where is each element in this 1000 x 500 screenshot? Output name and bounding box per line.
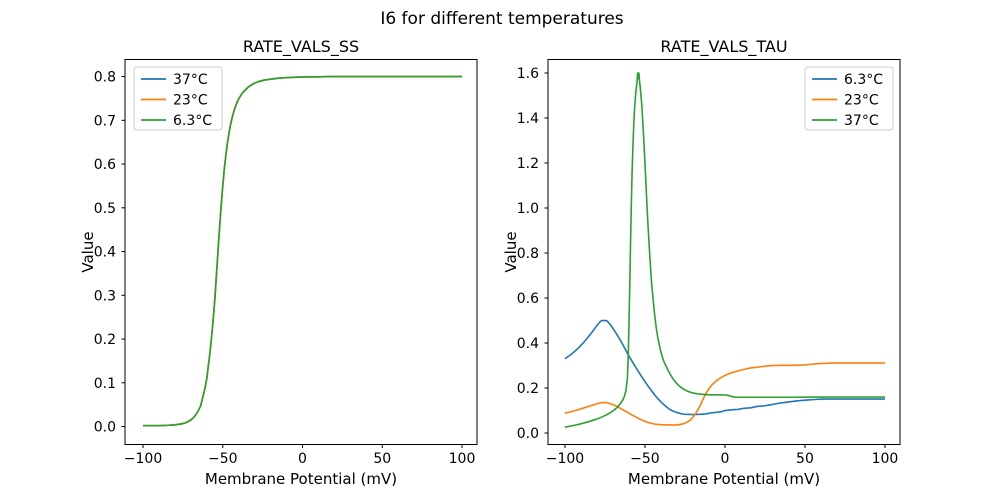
legend-label: 23°C <box>844 93 879 109</box>
x-tick-label: −100 <box>546 451 584 467</box>
legend-label: 23°C <box>173 93 208 109</box>
legend-label: 6.3°C <box>844 72 883 88</box>
x-tick-label: 50 <box>796 451 814 467</box>
x-tick-label: −50 <box>208 451 238 467</box>
right-plot: −100 −50 0 50 100 0.0 0.2 0.4 0.6 0.8 1.0 1.2 1.4 1.6… <box>517 59 901 467</box>
y-tick-label: 1.2 <box>517 156 539 172</box>
y-tick-label: 0.6 <box>94 157 116 173</box>
y-tick-label: 0.0 <box>517 426 539 442</box>
y-tick-label: 1.0 <box>517 201 539 217</box>
y-tick-label: 0.6 <box>517 291 539 307</box>
x-tick-label: 0 <box>298 451 307 467</box>
legend: 37°C 23°C 6.3°C <box>133 66 223 131</box>
series-line-37°C <box>564 72 885 428</box>
y-tick-label: 0.2 <box>517 381 539 397</box>
x-tick-label: 100 <box>449 451 476 467</box>
legend-label: 37°C <box>173 72 208 88</box>
y-tick-label: 0.2 <box>94 332 116 348</box>
right-xaxis-label: Membrane Potential (mV) <box>627 470 821 488</box>
x-tick-label: −50 <box>630 451 660 467</box>
left-plot-title: RATE_VALS_SS <box>242 37 360 56</box>
left-yaxis-label: Value <box>79 231 97 273</box>
legend-box <box>804 66 894 131</box>
y-tick-label: 0.8 <box>517 246 539 262</box>
right-plot-title: RATE_VALS_TAU <box>660 37 788 56</box>
y-tick-label: 1.4 <box>517 111 539 127</box>
x-tick-label: 0 <box>720 451 729 467</box>
y-tick-label: 0.3 <box>94 288 116 304</box>
series-line-6.3°C <box>143 75 463 427</box>
y-tick-label: 0.4 <box>517 336 539 352</box>
left-xaxis-label: Membrane Potential (mV) <box>204 470 398 488</box>
y-tick-label: 0.5 <box>94 201 116 217</box>
legend-label: 37°C <box>844 113 879 129</box>
axes-frame <box>547 59 901 445</box>
x-tick-label: 50 <box>373 451 391 467</box>
x-tick-label: −100 <box>124 451 162 467</box>
y-tick-label: 0.8 <box>94 70 116 86</box>
legend-label: 6.3°C <box>173 113 212 129</box>
series-line-23°C <box>564 362 885 426</box>
y-tick-label: 0.1 <box>94 376 116 392</box>
y-tick-label: 0.0 <box>94 420 116 436</box>
y-tick-label: 1.6 <box>517 66 539 82</box>
axes-frame <box>124 59 478 445</box>
x-tick-label: 100 <box>872 451 899 467</box>
y-tick-label: 0.4 <box>94 245 116 261</box>
y-tick-label: 0.7 <box>94 113 116 129</box>
right-yaxis-label: Value <box>502 231 520 273</box>
left-plot: −100 −50 0 50 100 0.0 0.1 0.2 0.3 0.4 0.5 0.6 0.7 0.8… <box>94 59 478 467</box>
legend: 6.3°C 23°C 37°C <box>804 66 894 131</box>
figure-suptitle: I6 for different temperatures <box>380 9 624 29</box>
series-line-6.3°C <box>564 319 885 416</box>
legend-box <box>133 66 223 131</box>
